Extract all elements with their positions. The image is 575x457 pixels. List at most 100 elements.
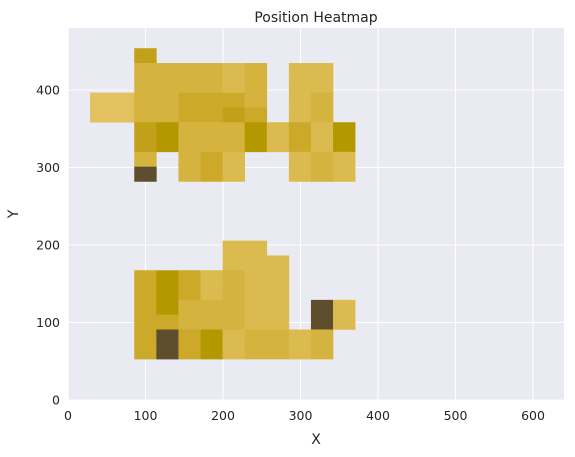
heatmap-cell [156, 285, 179, 301]
heatmap-cell [156, 63, 179, 79]
x-tick-label: 400 [366, 408, 390, 423]
heatmap-cell [112, 107, 135, 123]
heatmap-cell [200, 137, 223, 153]
x-tick-label: 200 [211, 408, 235, 423]
heatmap-cell [222, 137, 245, 153]
heatmap-cell [288, 77, 312, 93]
heatmap-cell [156, 329, 179, 345]
heatmap-cell [244, 285, 268, 301]
heatmap-cell [178, 166, 201, 182]
heatmap-cell [200, 122, 223, 138]
heatmap-cell [310, 63, 334, 79]
heatmap-cell [244, 107, 268, 123]
heatmap-cell [310, 137, 334, 153]
heatmap-cell [112, 92, 135, 108]
heatmap-cell [178, 344, 201, 360]
heatmap-cell [90, 107, 113, 123]
heatmap-cell [266, 299, 290, 315]
heatmap-cell [134, 166, 157, 182]
heatmap-cell [134, 285, 157, 301]
heatmap-cell [288, 92, 312, 108]
heatmap-cell [200, 314, 223, 330]
heatmap-cell [178, 92, 201, 108]
y-axis-label: Y [6, 209, 22, 219]
heatmap-cell [288, 107, 312, 123]
heatmap-cell [222, 270, 245, 286]
heatmap-cell [288, 166, 312, 182]
heatmap-cell [288, 137, 312, 153]
heatmap-cell [310, 77, 334, 93]
heatmap-cell [178, 137, 201, 153]
heatmap-cell [156, 77, 179, 93]
heatmap-cell [310, 299, 334, 315]
heatmap-cell [134, 137, 157, 153]
x-tick-label: 100 [134, 408, 158, 423]
heatmap-cell [288, 344, 312, 360]
heatmap-cell [310, 107, 334, 123]
heatmap-cell [178, 285, 201, 301]
y-tick-label: 300 [36, 160, 60, 175]
heatmap-cell [200, 299, 223, 315]
heatmap-cell [244, 255, 268, 271]
heatmap-cell [134, 270, 157, 286]
heatmap-cell [222, 344, 245, 360]
heatmap-cell [244, 63, 268, 79]
heatmap-cell [156, 122, 179, 138]
heatmap-cell [244, 299, 268, 315]
heatmap-cell [156, 314, 179, 330]
y-tick-label: 400 [36, 83, 60, 98]
heatmap-cell [200, 107, 223, 123]
heatmap-cell [333, 299, 356, 315]
heatmap-cell [310, 122, 334, 138]
heatmap-cell [156, 270, 179, 286]
heatmap-cell [222, 329, 245, 345]
heatmap-cell [200, 151, 223, 167]
heatmap-cell [178, 77, 201, 93]
heatmap-cell [134, 122, 157, 138]
heatmap-cell [156, 107, 179, 123]
heatmap-cell [134, 63, 157, 79]
heatmap-cell [244, 240, 268, 256]
heatmap-cell [156, 137, 179, 153]
heatmap-cell [310, 92, 334, 108]
heatmap-cell [222, 77, 245, 93]
heatmap-cell [244, 344, 268, 360]
heatmap-cell [178, 270, 201, 286]
heatmap-cell [333, 122, 356, 138]
heatmap-cell [200, 285, 223, 301]
heatmap-cell [310, 151, 334, 167]
heatmap-cell [266, 122, 290, 138]
heatmap-cell [266, 137, 290, 153]
heatmap-cell [178, 299, 201, 315]
x-tick-labels: 0 100 200 300 400 500 600 [64, 408, 545, 423]
heatmap-cell [244, 137, 268, 153]
heatmap-cell [222, 314, 245, 330]
x-tick-label: 0 [64, 408, 72, 423]
x-tick-label: 300 [289, 408, 313, 423]
y-tick-label: 200 [36, 238, 60, 253]
heatmap-cell [288, 122, 312, 138]
heatmap-cell [134, 92, 157, 108]
heatmap-cell [244, 270, 268, 286]
heatmap-cell [244, 122, 268, 138]
heatmap-cell [222, 63, 245, 79]
heatmap-cell [200, 77, 223, 93]
chart-title: Position Heatmap [254, 10, 377, 26]
heatmap-cell [222, 166, 245, 182]
heatmap-cell [333, 166, 356, 182]
heatmap-cell [222, 299, 245, 315]
heatmap-cell [222, 240, 245, 256]
heatmap-cell [266, 329, 290, 345]
heatmap-cell [222, 285, 245, 301]
heatmap-cell [90, 92, 113, 108]
heatmap-cell [288, 63, 312, 79]
heatmap-cell [333, 137, 356, 153]
heatmap-cell [222, 255, 245, 271]
y-tick-label: 0 [52, 393, 60, 408]
heatmap-cell [156, 344, 179, 360]
heatmap-cell [244, 92, 268, 108]
y-tick-label: 100 [36, 315, 60, 330]
heatmap-cell [178, 329, 201, 345]
heatmap-cell [156, 299, 179, 315]
